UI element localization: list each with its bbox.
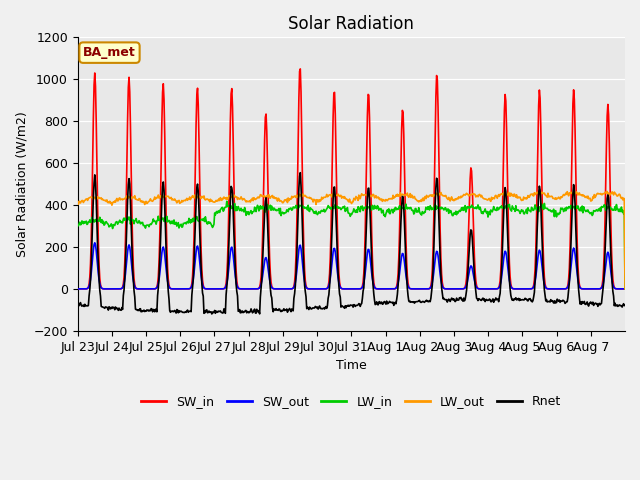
LW_in	[138, 221, 146, 227]
Rnet	[440, 295, 447, 301]
SW_out	[408, 286, 416, 292]
Y-axis label: Solar Radiation (W/m2): Solar Radiation (W/m2)	[15, 111, 28, 257]
LW_out	[239, 197, 246, 203]
SW_out	[266, 281, 274, 287]
SW_in	[74, 286, 81, 292]
LW_out	[438, 192, 446, 198]
Line: LW_in: LW_in	[77, 201, 625, 289]
LW_out	[138, 198, 146, 204]
LW_out	[621, 286, 629, 292]
SW_out	[621, 286, 629, 292]
SW_out	[139, 286, 147, 292]
Line: SW_out: SW_out	[77, 243, 625, 289]
LW_in	[439, 205, 447, 211]
LW_in	[408, 207, 416, 213]
SW_out	[74, 286, 81, 292]
Rnet	[138, 308, 146, 314]
LW_out	[74, 199, 81, 205]
SW_in	[239, 286, 246, 292]
SW_in	[621, 286, 629, 292]
Line: SW_in: SW_in	[77, 69, 625, 289]
SW_out	[239, 286, 247, 292]
LW_in	[621, 286, 629, 292]
Rnet	[621, 302, 629, 308]
LW_out	[408, 192, 415, 198]
LW_in	[239, 207, 247, 213]
LW_in	[287, 205, 295, 211]
Rnet	[74, 304, 81, 310]
Line: Rnet: Rnet	[77, 173, 625, 314]
Rnet	[296, 170, 304, 176]
LW_out	[535, 189, 543, 194]
SW_in	[287, 286, 294, 292]
LW_in	[266, 203, 274, 208]
Rnet	[208, 311, 216, 317]
Title: Solar Radiation: Solar Radiation	[289, 15, 414, 33]
Rnet	[409, 300, 417, 305]
SW_in	[266, 255, 273, 261]
Rnet	[287, 309, 295, 314]
LW_in	[223, 198, 230, 204]
LW_out	[287, 196, 294, 202]
Text: BA_met: BA_met	[83, 46, 136, 59]
Legend: SW_in, SW_out, LW_in, LW_out, Rnet: SW_in, SW_out, LW_in, LW_out, Rnet	[136, 390, 566, 413]
SW_out	[439, 285, 447, 290]
LW_in	[74, 222, 81, 228]
Line: LW_out: LW_out	[77, 192, 625, 289]
SW_in	[296, 66, 304, 72]
Rnet	[239, 310, 247, 315]
SW_in	[439, 284, 447, 289]
LW_out	[266, 195, 273, 201]
SW_out	[91, 240, 99, 246]
SW_out	[287, 286, 295, 292]
SW_in	[408, 286, 416, 292]
X-axis label: Time: Time	[336, 359, 367, 372]
SW_in	[138, 286, 146, 292]
Rnet	[266, 286, 274, 291]
